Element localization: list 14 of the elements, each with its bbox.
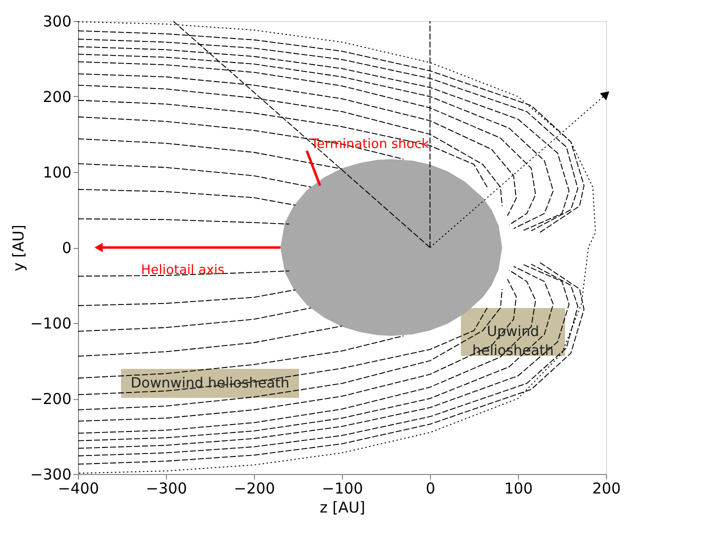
y-tick-label: 200 (42, 88, 72, 106)
x-tick-label: 0 (426, 480, 436, 498)
x-axis-title: z [AU] (320, 498, 366, 516)
y-axis-title: y [AU] (9, 224, 28, 272)
x-tick-label: −200 (234, 480, 276, 498)
y-tick-label: −200 (30, 390, 72, 408)
x-tick-label: 100 (504, 480, 533, 498)
y-tick-label: 100 (42, 164, 72, 182)
x-tick-label: −100 (322, 480, 364, 498)
x-tick-label: −300 (146, 480, 188, 498)
x-tick-label: 200 (592, 480, 621, 498)
y-tick-label: −100 (30, 314, 72, 332)
y-tick-label: 0 (62, 239, 72, 257)
y-tick-label: 300 (42, 12, 72, 30)
